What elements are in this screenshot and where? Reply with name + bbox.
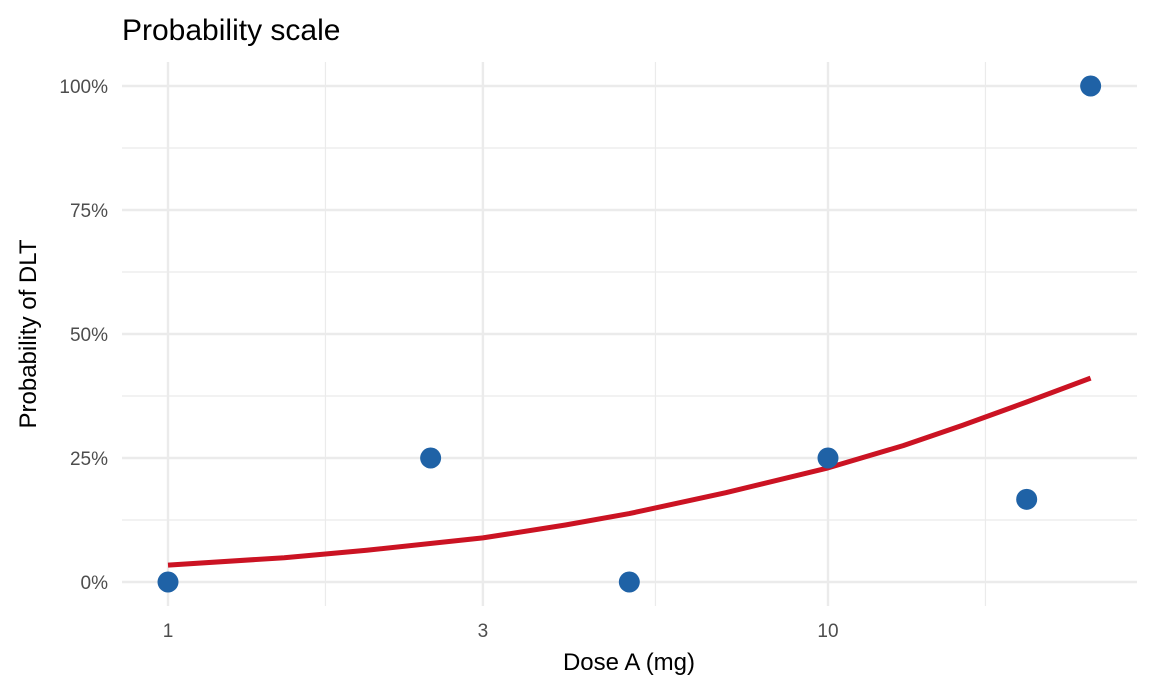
y-tick-label: 75% [70, 201, 108, 222]
series [157, 75, 1102, 593]
data-point [1016, 488, 1038, 510]
y-axis-ticks: 0% 25% 50% 75% 100% [59, 77, 108, 594]
x-axis-ticks: 1 3 10 [163, 621, 839, 642]
data-point [157, 571, 179, 593]
y-tick-label: 100% [59, 77, 108, 98]
y-tick-label: 50% [70, 325, 108, 346]
chart-title: Probability scale [122, 14, 340, 47]
fitted-curve [167, 375, 1092, 568]
y-tick-label: 25% [70, 449, 108, 470]
x-tick-label: 10 [817, 621, 838, 642]
grid [122, 62, 1137, 606]
data-point [618, 571, 640, 593]
x-axis-label: Dose A (mg) [563, 649, 695, 676]
data-point [817, 447, 839, 469]
x-tick-label: 1 [163, 621, 174, 642]
y-tick-label: 0% [81, 573, 109, 594]
y-axis-label: Probability of DLT [15, 239, 42, 428]
data-point [1080, 75, 1102, 97]
x-tick-label: 3 [478, 621, 489, 642]
data-point [420, 447, 442, 469]
